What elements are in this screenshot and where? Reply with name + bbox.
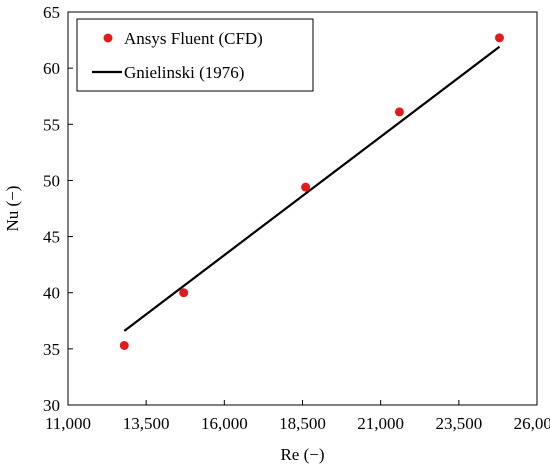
x-tick-label: 26,000 bbox=[514, 414, 550, 433]
x-tick-label: 16,000 bbox=[201, 414, 248, 433]
data-point-cfd bbox=[301, 182, 311, 192]
y-axis-title: Nu (−) bbox=[3, 186, 22, 232]
x-tick-label: 21,000 bbox=[357, 414, 404, 433]
y-tick-label: 35 bbox=[43, 340, 60, 359]
y-tick-label: 65 bbox=[43, 3, 60, 22]
data-point-cfd bbox=[179, 288, 189, 298]
x-tick-label: 11,000 bbox=[45, 414, 91, 433]
y-tick-label: 40 bbox=[43, 284, 60, 303]
y-tick-label: 30 bbox=[43, 396, 60, 415]
x-tick-label: 18,500 bbox=[279, 414, 326, 433]
data-point-cfd bbox=[494, 33, 504, 43]
legend-marker-cfd bbox=[103, 33, 113, 43]
x-axis-title: Re (−) bbox=[280, 445, 324, 464]
series-layer bbox=[119, 33, 504, 350]
legend-label-gnielinski: Gnielinski (1976) bbox=[124, 63, 244, 82]
legend-label-cfd: Ansys Fluent (CFD) bbox=[124, 29, 263, 48]
y-tick-label: 45 bbox=[43, 228, 60, 247]
y-axis: 30 35 40 45 50 55 60 65 bbox=[43, 3, 73, 415]
x-tick-label: 23,500 bbox=[435, 414, 482, 433]
x-axis: 11,000 13,500 16,000 18,500 21,000 23,500 26,0… bbox=[45, 400, 550, 433]
legend: Ansys Fluent (CFD) Gnielinski (1976) bbox=[76, 18, 314, 92]
y-tick-label: 50 bbox=[43, 171, 60, 190]
data-point-cfd bbox=[119, 340, 129, 350]
y-tick-label: 55 bbox=[43, 115, 60, 134]
series-line-gnielinski bbox=[123, 45, 501, 332]
legend-box bbox=[76, 18, 314, 92]
x-tick-label: 13,500 bbox=[123, 414, 170, 433]
data-point-cfd bbox=[394, 107, 404, 117]
y-tick-label: 60 bbox=[43, 59, 60, 78]
